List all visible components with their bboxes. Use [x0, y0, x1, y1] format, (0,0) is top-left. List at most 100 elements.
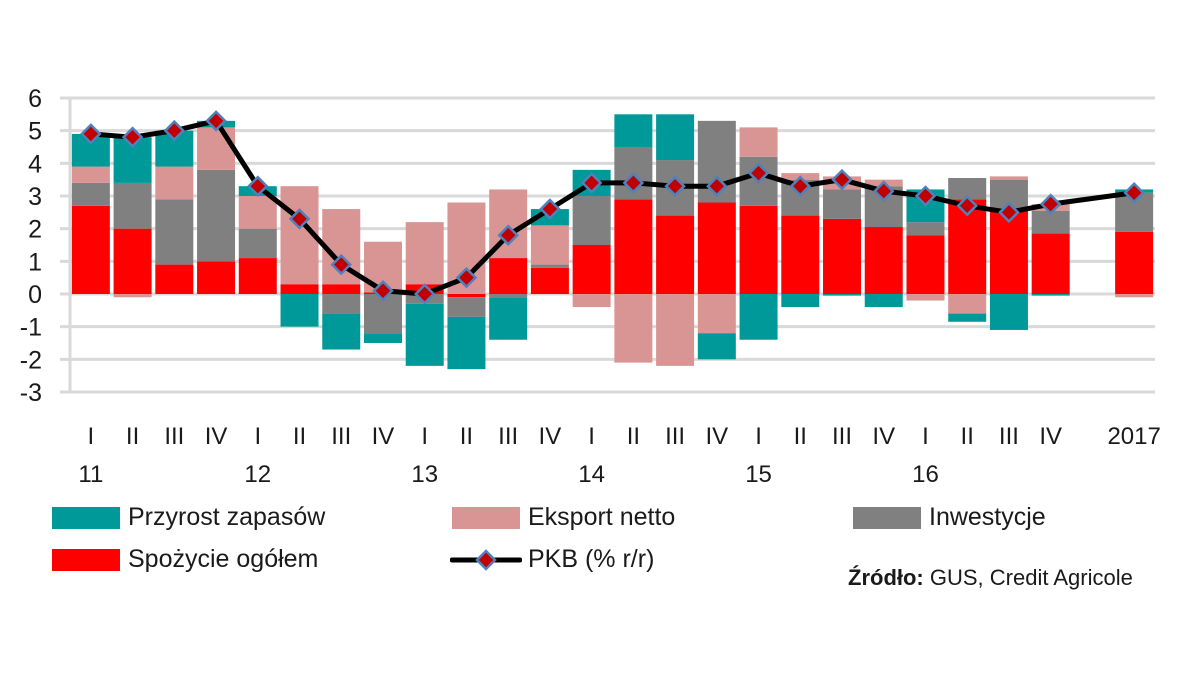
- bar-consumption: [113, 228, 152, 294]
- x-tick-label: I: [922, 423, 929, 450]
- bar-consumption: [530, 267, 569, 294]
- legend-item-inventories: Przyrost zapasów: [52, 503, 325, 532]
- x-tick-label: IV: [872, 423, 895, 450]
- bar-inventories: [614, 114, 653, 147]
- bar-net_exports: [656, 294, 695, 366]
- bar-net_exports: [948, 294, 987, 314]
- x-tick-label: I: [588, 423, 595, 450]
- bar-investment: [71, 182, 110, 206]
- bar-consumption: [322, 284, 361, 294]
- bar-net_exports: [906, 294, 945, 301]
- y-tick-label: 4: [28, 150, 42, 178]
- legend-item-gdp: PKB (% r/r): [450, 545, 654, 574]
- x-axis-ticks: I II III IV I II III IV I II III IV I II III IV I II III IV…: [78, 423, 1160, 488]
- y-tick-label: 0: [28, 281, 42, 309]
- bar-consumption: [572, 244, 611, 294]
- bar-net_exports: [238, 195, 277, 229]
- bar-investment: [530, 264, 569, 268]
- x-tick-label: III: [665, 423, 685, 450]
- bar-inventories: [489, 297, 528, 340]
- gdp-marker: [580, 172, 603, 194]
- x-tick-label: II: [126, 423, 139, 450]
- x-year-label: 14: [578, 461, 605, 488]
- legend-label: PKB (% r/r): [528, 545, 655, 573]
- bar-consumption: [739, 205, 778, 294]
- y-tick-label: 5: [28, 118, 42, 146]
- gdp-marker: [288, 208, 311, 230]
- y-tick-label: 2: [28, 216, 42, 244]
- bar-consumption: [864, 227, 903, 294]
- bar-investment: [113, 182, 152, 229]
- bar-investment: [322, 294, 361, 314]
- x-tick-label: I: [254, 423, 261, 450]
- legend-line-marker-icon: [450, 548, 522, 571]
- y-tick-label: -2: [20, 346, 42, 374]
- bar-inventories: [447, 316, 486, 370]
- legend-label: Inwestycje: [929, 503, 1046, 531]
- gdp-marker: [1123, 181, 1145, 204]
- legend-label: Przyrost zapasów: [128, 503, 326, 531]
- bar-consumption: [238, 258, 277, 294]
- y-tick-label: -1: [20, 314, 42, 342]
- legend-label: Spożycie ogółem: [128, 545, 319, 573]
- bar-net_exports: [572, 294, 611, 308]
- x-tick-label: III: [331, 423, 351, 450]
- gdp-marker: [247, 175, 269, 197]
- gdp-marker: [330, 253, 353, 276]
- gdp-marker: [914, 185, 937, 207]
- bar-investment: [948, 178, 987, 200]
- x-tick-label: IV: [705, 423, 728, 450]
- y-tick-label: -3: [20, 379, 42, 407]
- bar-net_exports: [405, 222, 444, 285]
- legend-swatch-investment: [853, 506, 921, 529]
- bar-inventories: [864, 294, 903, 308]
- gdp-marker: [789, 175, 812, 197]
- gdp-marker: [372, 279, 394, 302]
- bar-net_exports: [71, 166, 110, 183]
- bar-inventories: [823, 294, 862, 296]
- gdp-marker: [413, 283, 436, 305]
- bars: [71, 114, 1154, 370]
- gdp-marker: [664, 175, 686, 197]
- x-tick-label: II: [794, 423, 807, 450]
- bar-inventories: [1031, 294, 1070, 296]
- bar-consumption: [489, 258, 528, 294]
- x-tick-label: I: [88, 423, 95, 450]
- bar-consumption: [155, 264, 194, 294]
- gdp-marker: [80, 123, 102, 145]
- bar-net_exports: [155, 166, 194, 200]
- bar-investment: [489, 294, 528, 298]
- legend-label: Eksport netto: [528, 503, 676, 531]
- gdp-marker: [831, 168, 853, 191]
- gdp-line: [80, 110, 1145, 305]
- bar-consumption: [614, 199, 653, 294]
- gdp-marker: [1039, 193, 1062, 215]
- x-tick-label: IV: [539, 423, 562, 450]
- bar-consumption: [71, 205, 110, 294]
- bar-investment: [1031, 210, 1070, 234]
- source-text: GUS, Credit Agricole: [923, 565, 1133, 590]
- bar-consumption: [1115, 231, 1154, 294]
- bar-investment: [238, 228, 277, 259]
- bar-inventories: [405, 303, 444, 366]
- bar-inventories: [781, 294, 820, 308]
- x-tick-label: I: [755, 423, 762, 450]
- gdp-marker: [747, 162, 770, 184]
- bar-inventories: [656, 114, 695, 161]
- bar-inventories: [280, 294, 319, 327]
- x-year-label: 12: [244, 461, 271, 488]
- bar-net_exports: [739, 127, 778, 157]
- bar-consumption: [1031, 233, 1070, 294]
- legend-item-consumption: Spożycie ogółem: [52, 545, 318, 574]
- bar-inventories: [697, 333, 736, 360]
- gdp-marker: [205, 110, 227, 132]
- source-note: Źródło: GUS, Credit Agricole: [848, 565, 1133, 591]
- x-tick-label: III: [999, 423, 1019, 450]
- bar-net_exports: [197, 127, 236, 170]
- bar-investment: [155, 199, 194, 265]
- bar-net_exports: [530, 225, 569, 265]
- x-year-label: 15: [745, 461, 772, 488]
- bar-inventories: [989, 294, 1028, 330]
- bar-consumption: [656, 215, 695, 294]
- gdp-marker: [998, 201, 1020, 224]
